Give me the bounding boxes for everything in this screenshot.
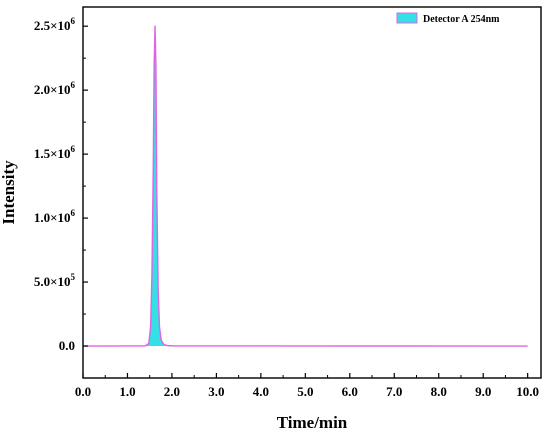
x-tick-label-10: 10.0	[516, 384, 539, 399]
x-axis-title: Time/min	[277, 413, 348, 432]
x-tick-label-0: 0.0	[75, 384, 91, 399]
plot-area	[82, 25, 528, 347]
legend: Detector A 254nm	[396, 12, 500, 25]
x-tick-label-2: 2.0	[164, 384, 180, 399]
plot-frame	[82, 6, 542, 379]
y-tick-label-1: 5.0×105	[34, 272, 76, 289]
axes: 0.0 1.0 2.0 3.0 4.0 5.0 6.0 7.0 8.0 9.0 10.0 0.0 5.0…	[34, 6, 542, 399]
y-tick-label-3: 1.5×106	[34, 144, 76, 161]
x-tick-label-5: 5.0	[297, 384, 313, 399]
legend-swatch-0	[396, 12, 418, 24]
x-tick-label-3: 3.0	[208, 384, 224, 399]
series-line-0	[82, 25, 528, 347]
x-tick-label-9: 9.0	[475, 384, 491, 399]
y-tick-label-5: 2.5×106	[34, 16, 76, 33]
y-axis-title: Intensity	[0, 160, 18, 225]
x-tick-label-1: 1.0	[119, 384, 135, 399]
y-tick-label-0: 0.0	[59, 338, 75, 353]
legend-label-0: Detector A 254nm	[423, 14, 500, 25]
x-tick-label-8: 8.0	[431, 384, 447, 399]
y-tick-label-4: 2.0×106	[34, 80, 76, 97]
x-tick-label-6: 6.0	[342, 384, 358, 399]
y-tick-label-2: 1.0×106	[34, 208, 76, 225]
x-tick-label-7: 7.0	[386, 384, 402, 399]
x-tick-label-4: 4.0	[253, 384, 269, 399]
series-area-0	[83, 26, 528, 347]
